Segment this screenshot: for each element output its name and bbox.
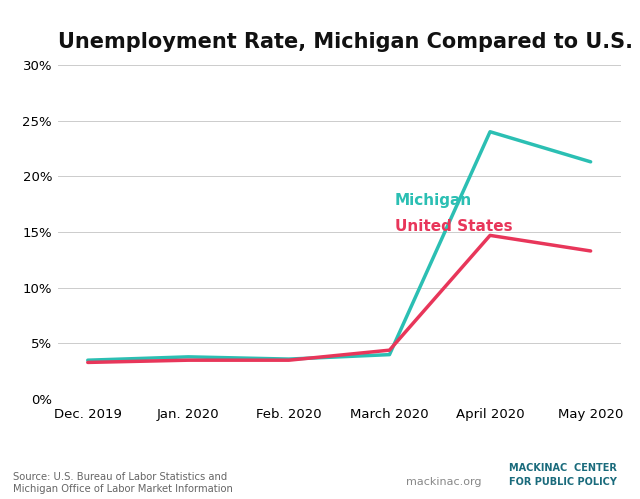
Text: MACKINAC  CENTER
FOR PUBLIC POLICY: MACKINAC CENTER FOR PUBLIC POLICY <box>509 464 617 487</box>
Text: mackinac.org: mackinac.org <box>406 477 482 487</box>
Text: Michigan: Michigan <box>394 193 472 208</box>
Text: Unemployment Rate, Michigan Compared to U.S. Average: Unemployment Rate, Michigan Compared to … <box>58 32 640 52</box>
Text: United States: United States <box>394 219 512 234</box>
Text: Source: U.S. Bureau of Labor Statistics and
Michigan Office of Labor Market Info: Source: U.S. Bureau of Labor Statistics … <box>13 473 233 494</box>
